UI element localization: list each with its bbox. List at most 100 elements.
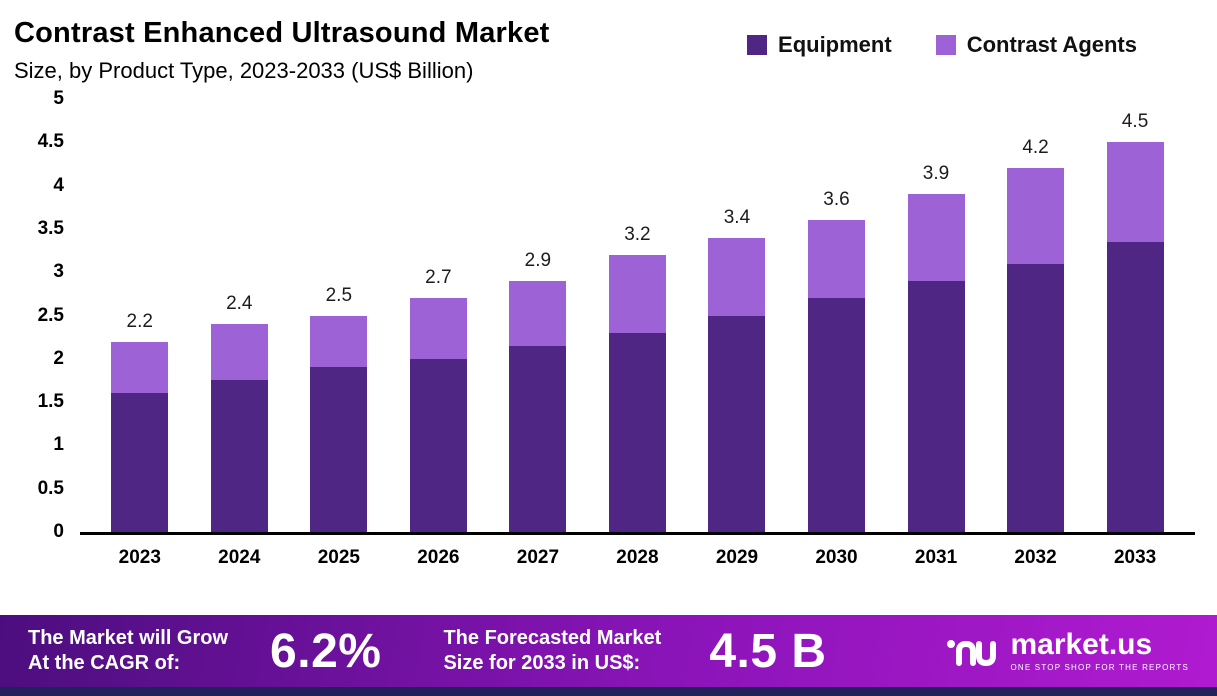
plot-area: 2.2 2.4 2.5 2.7 2.9 3.2 3.4 3.6 3.9 4.2 4.5 (80, 99, 1195, 535)
bar-total-label: 4.2 (1022, 137, 1049, 159)
cagr-label: The Market will Grow At the CAGR of: (28, 627, 229, 674)
x-axis-label: 2027 (516, 547, 560, 568)
y-tick-label: 5 (53, 88, 64, 109)
stacked-bar (210, 324, 268, 532)
stacked-bar (608, 254, 666, 532)
bar-column: 2.2 (109, 310, 171, 532)
stacked-bar (1106, 142, 1164, 532)
bar-total-label: 3.2 (624, 223, 651, 245)
x-axis-label: 2029 (715, 547, 759, 568)
contrast-agents-segment (807, 220, 865, 299)
bar-column: 3.2 (606, 224, 668, 532)
equipment-segment (210, 380, 268, 532)
bar-column: 3.9 (905, 163, 967, 532)
y-tick-label: 1.5 (37, 391, 64, 413)
stacked-bar (310, 315, 368, 532)
y-axis: 5 4.5 4 3.5 3 2.5 2 1.5 1 0.5 0 (12, 88, 80, 542)
y-tick-label: 4 (53, 174, 64, 196)
brand-text-block: market.us ONE STOP SHOP FOR THE REPORTS (1010, 628, 1189, 673)
bar-column: 2.9 (507, 250, 569, 532)
y-tick-label: 2 (53, 347, 64, 369)
y-tick-label: 0 (53, 521, 64, 542)
x-axis-label: 2031 (914, 547, 958, 568)
bar-total-label: 2.7 (425, 267, 452, 289)
bar-column: 3.4 (706, 207, 768, 532)
legend-label: Equipment (778, 32, 892, 57)
bar-column: 2.5 (308, 285, 370, 532)
equipment-segment (1007, 263, 1065, 532)
stacked-bar (708, 237, 766, 532)
contrast-agents-segment (111, 341, 169, 394)
marketus-logo-icon (947, 640, 997, 667)
bar-column: 2.4 (208, 293, 270, 532)
equipment-segment (111, 393, 169, 532)
stacked-bar (907, 194, 965, 532)
x-axis-label: 2033 (1113, 547, 1157, 568)
bar-total-label: 2.4 (226, 293, 253, 315)
brand-tagline: ONE STOP SHOP FOR THE REPORTS (1010, 663, 1189, 672)
bar-total-label: 2.2 (126, 310, 153, 332)
legend-label: Contrast Agents (966, 32, 1137, 57)
stacked-bar (1007, 168, 1065, 532)
contrast-agents-segment (907, 194, 965, 281)
legend-swatch (747, 35, 768, 55)
x-axis-label: 2024 (218, 547, 261, 568)
brand: market.us ONE STOP SHOP FOR THE REPORTS (946, 630, 1189, 672)
contrast-agents-segment (1106, 142, 1164, 242)
x-axis: 2023 2024 2025 2026 2027 2028 2029 2030 2031 2032… (80, 547, 1195, 569)
legend-item-contrast-agents: Contrast Agents (935, 32, 1137, 58)
y-tick-label: 4.5 (37, 131, 64, 153)
stacked-bar (111, 341, 169, 532)
brand-name: market.us (1010, 628, 1153, 661)
page-title: Contrast Enhanced Ultrasound Market (14, 17, 550, 49)
page-subtitle: Size, by Product Type, 2023-2033 (US$ Bi… (14, 58, 474, 83)
contrast-agents-segment (210, 324, 268, 381)
stacked-bar (807, 220, 865, 532)
contrast-agents-segment (310, 315, 368, 368)
y-tick-label: 3.5 (37, 217, 64, 239)
bar-column: 2.7 (407, 267, 469, 532)
legend-item-equipment: Equipment (747, 32, 892, 58)
contrast-agents-segment (409, 298, 467, 359)
equipment-segment (708, 315, 766, 532)
bar-total-label: 4.5 (1121, 111, 1149, 133)
chart-header: Contrast Enhanced Ultrasound Market Size… (0, 0, 1217, 85)
equipment-segment (1106, 241, 1164, 532)
title-block: Contrast Enhanced Ultrasound Market Size… (14, 16, 550, 85)
chart-legend: Equipment Contrast Agents (747, 32, 1137, 58)
footer-banner: The Market will Grow At the CAGR of: 6.2… (0, 615, 1217, 687)
equipment-segment (509, 345, 567, 532)
stacked-bar (509, 280, 567, 532)
contrast-agents-segment (608, 254, 666, 333)
forecast-value: 4.5 B (709, 624, 827, 678)
contrast-agents-segment (708, 237, 766, 316)
bar-total-label: 3.9 (922, 163, 950, 185)
x-axis-label: 2025 (317, 547, 360, 568)
forecast-label: The Forecasted Market Size for 2033 in U… (443, 627, 662, 674)
equipment-segment (409, 358, 467, 532)
y-tick-label: 2.5 (37, 304, 64, 326)
bar-total-label: 3.4 (723, 206, 751, 228)
x-axis-label: 2032 (1014, 547, 1057, 568)
cagr-value: 6.2% (270, 624, 382, 678)
equipment-segment (907, 280, 965, 532)
y-tick-label: 0.5 (37, 477, 64, 499)
bar-total-label: 2.5 (325, 284, 353, 306)
legend-swatch (935, 35, 956, 55)
x-axis-label: 2028 (616, 547, 659, 568)
contrast-agents-segment (509, 280, 567, 346)
equipment-segment (807, 298, 865, 532)
x-axis-label: 2023 (118, 547, 161, 568)
contrast-agents-segment (1007, 168, 1065, 264)
y-tick-label: 3 (53, 261, 64, 283)
bar-column: 4.5 (1104, 111, 1166, 532)
x-axis-label: 2026 (417, 547, 460, 568)
equipment-segment (310, 367, 368, 532)
x-axis-label: 2030 (815, 547, 858, 568)
bar-total-label: 3.6 (823, 189, 850, 211)
bar-column: 4.2 (1005, 137, 1067, 532)
equipment-segment (608, 332, 666, 532)
bottom-strip (0, 687, 1217, 696)
bar-column: 3.6 (805, 189, 867, 532)
bar-total-label: 2.9 (524, 249, 552, 271)
